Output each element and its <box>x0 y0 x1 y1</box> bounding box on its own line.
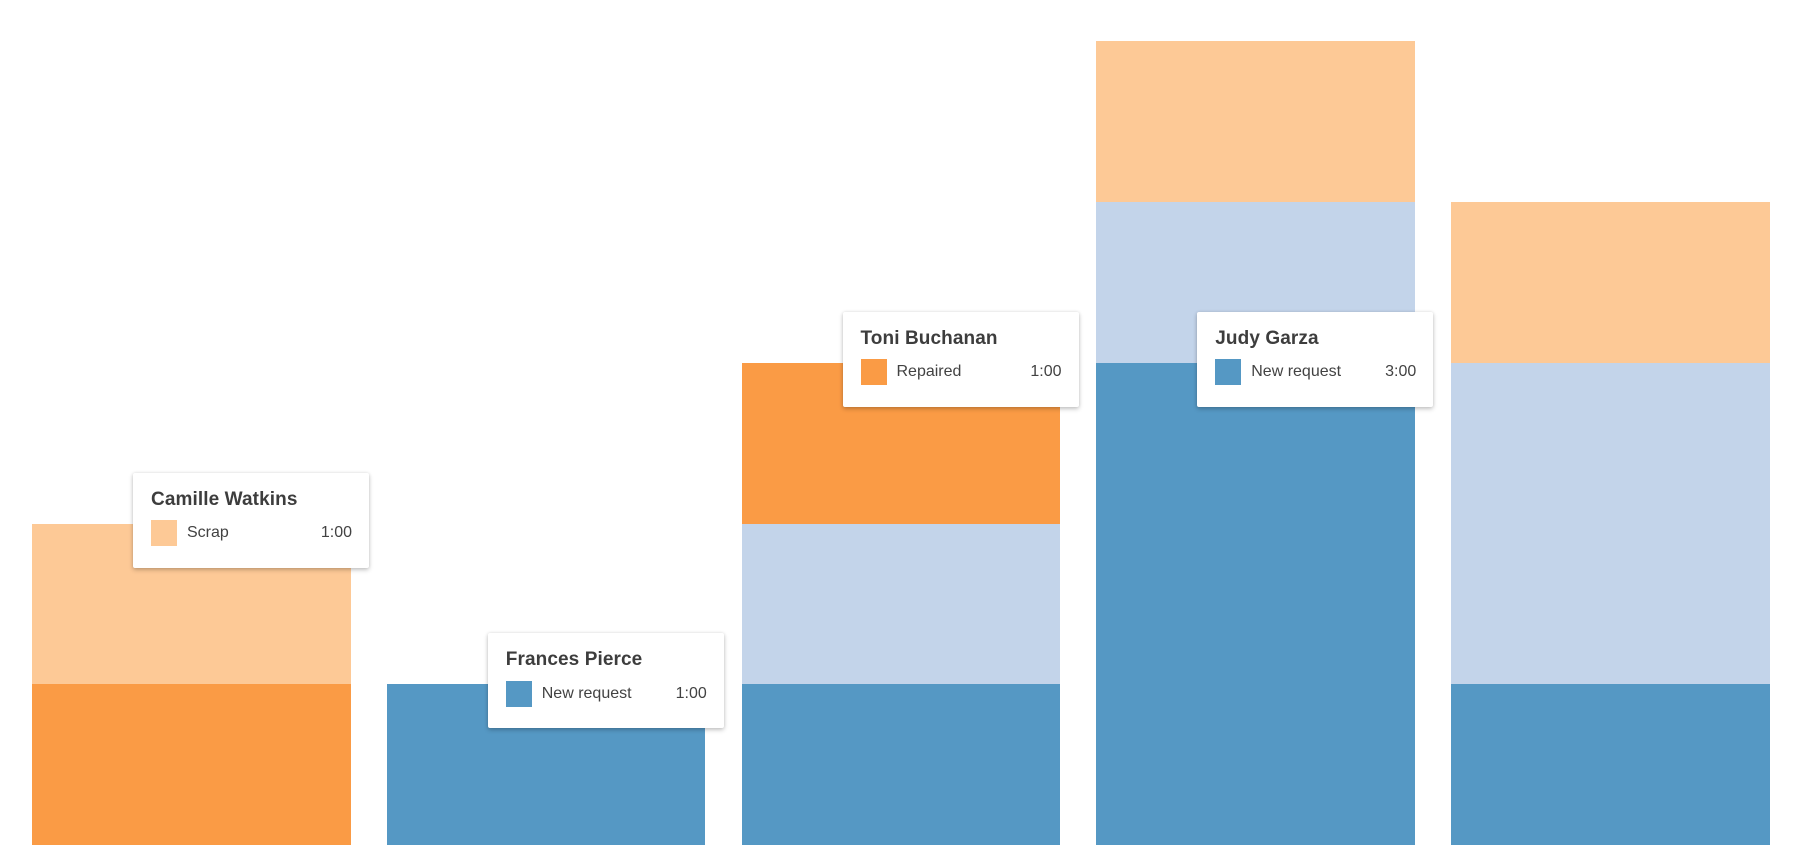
tooltip-series-label: Scrap <box>187 524 229 541</box>
tooltip-title: Camille Watkins <box>151 488 298 510</box>
bar-segment-scrap[interactable] <box>1451 202 1770 363</box>
tooltip-series-row: Scrap 1:00 <box>151 520 352 547</box>
bar-judy-garza[interactable] <box>1096 41 1415 845</box>
bar-camille-watkins[interactable] <box>32 523 351 845</box>
tooltip-series-row: New request 1:00 <box>505 680 707 707</box>
tooltip-series-row: Repaired 1:00 <box>860 359 1062 386</box>
tooltip-title: Toni Buchanan <box>860 327 998 349</box>
bar-toni-buchanan[interactable] <box>741 362 1060 845</box>
bar-column-5[interactable] <box>1451 202 1770 845</box>
bar-segment-new_request[interactable] <box>741 684 1060 845</box>
series-color-swatch <box>860 359 887 386</box>
series-color-swatch <box>151 520 177 546</box>
tooltip-series-label: New request <box>1251 363 1342 381</box>
tooltip-frances-pierce: Frances Pierce New request 1:00 <box>487 633 724 729</box>
tooltip-value: 1:00 <box>1030 363 1062 381</box>
tooltip-value: 1:00 <box>320 524 352 541</box>
bar-segment-in_progress[interactable] <box>741 523 1060 685</box>
bar-segment-repaired[interactable] <box>32 684 351 845</box>
tooltip-series-label: Repaired <box>896 363 962 381</box>
tooltip-title: Judy Garza <box>1215 327 1319 349</box>
bar-segment-new_request[interactable] <box>1096 362 1415 845</box>
tooltip-toni-buchanan: Toni Buchanan Repaired 1:00 <box>842 311 1079 407</box>
series-color-swatch <box>505 680 532 707</box>
bar-segment-new_request[interactable] <box>1451 684 1770 845</box>
tooltip-camille-watkins: Camille Watkins Scrap 1:00 <box>133 472 369 568</box>
bar-segment-in_progress[interactable] <box>1451 362 1770 685</box>
bar-segment-scrap[interactable] <box>1096 41 1415 202</box>
tooltip-value: 1:00 <box>675 684 707 702</box>
tooltip-title: Frances Pierce <box>505 649 643 671</box>
series-color-swatch <box>1215 359 1242 386</box>
tooltip-judy-garza: Judy Garza New request 3:00 <box>1197 311 1434 407</box>
tooltip-series-row: New request 3:00 <box>1215 359 1416 386</box>
tooltip-value: 3:00 <box>1385 363 1417 381</box>
tooltip-series-label: New request <box>541 684 632 702</box>
